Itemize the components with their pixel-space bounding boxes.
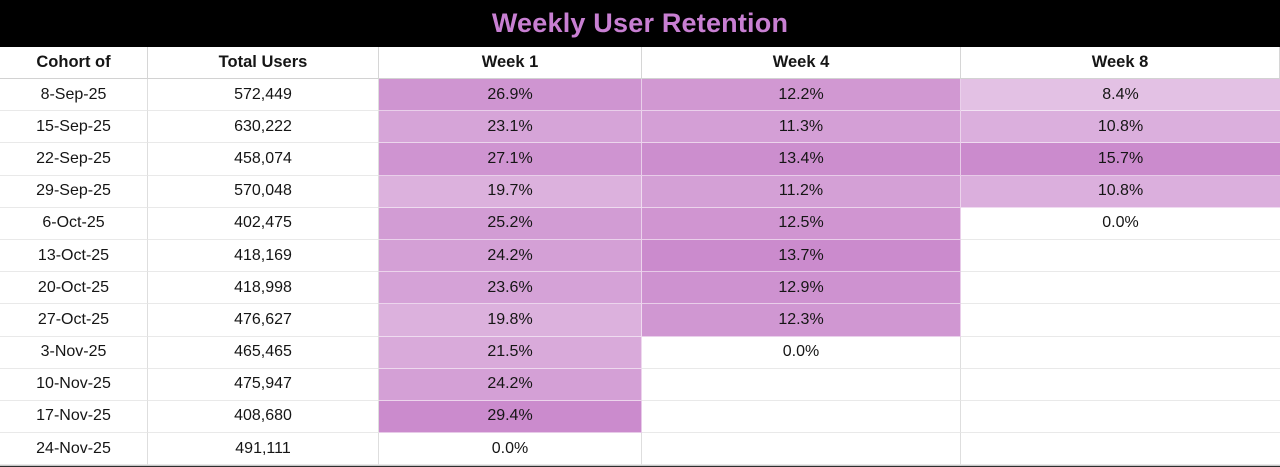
- cell-cohort-of[interactable]: 22-Sep-25: [0, 143, 148, 176]
- cell-week-1[interactable]: 0.0%: [379, 433, 642, 466]
- cell-week-4[interactable]: [642, 433, 961, 466]
- cell-week-8[interactable]: [961, 336, 1280, 369]
- cell-week-4[interactable]: 12.3%: [642, 304, 961, 337]
- cell-cohort-of[interactable]: 15-Sep-25: [0, 111, 148, 144]
- cell-week-8[interactable]: 10.8%: [961, 175, 1280, 208]
- cell-cohort-of[interactable]: 20-Oct-25: [0, 272, 148, 305]
- cell-cohort-of[interactable]: 17-Nov-25: [0, 400, 148, 434]
- column-header-week-4[interactable]: Week 4: [642, 47, 961, 79]
- table-row: 27-Oct-25 476,627 19.8% 12.3%: [0, 304, 1280, 337]
- table-row: 17-Nov-25 408,680 29.4%: [0, 400, 1280, 434]
- cell-week-1[interactable]: 23.1%: [379, 111, 642, 144]
- bottom-frame-edge: [0, 465, 1280, 467]
- cell-total-users[interactable]: 465,465: [148, 336, 379, 369]
- table-row: 22-Sep-25 458,074 27.1% 13.4% 15.7%: [0, 143, 1280, 176]
- cell-cohort-of[interactable]: 29-Sep-25: [0, 175, 148, 208]
- cell-total-users[interactable]: 476,627: [148, 304, 379, 337]
- retention-table-header: Cohort of Total Users Week 1 Week 4 Week 8: [0, 47, 1280, 79]
- cell-total-users[interactable]: 475,947: [148, 368, 379, 401]
- cell-week-1[interactable]: 25.2%: [379, 207, 642, 240]
- cell-week-4[interactable]: 11.3%: [642, 111, 961, 144]
- cell-week-8[interactable]: 8.4%: [961, 79, 1280, 112]
- cell-week-8[interactable]: [961, 304, 1280, 337]
- cell-week-4[interactable]: 12.5%: [642, 207, 961, 240]
- table-row: 13-Oct-25 418,169 24.2% 13.7%: [0, 239, 1280, 273]
- cell-total-users[interactable]: 570,048: [148, 175, 379, 208]
- table-row: 15-Sep-25 630,222 23.1% 11.3% 10.8%: [0, 111, 1280, 144]
- cell-week-8[interactable]: 10.8%: [961, 111, 1280, 144]
- cell-total-users[interactable]: 418,169: [148, 239, 379, 273]
- cell-total-users[interactable]: 630,222: [148, 111, 379, 144]
- cell-cohort-of[interactable]: 13-Oct-25: [0, 239, 148, 273]
- cell-total-users[interactable]: 572,449: [148, 79, 379, 112]
- cell-week-4[interactable]: 13.7%: [642, 239, 961, 273]
- cell-week-4[interactable]: 0.0%: [642, 336, 961, 369]
- cell-cohort-of[interactable]: 3-Nov-25: [0, 336, 148, 369]
- table-row: 3-Nov-25 465,465 21.5% 0.0%: [0, 336, 1280, 369]
- table-row: 10-Nov-25 475,947 24.2%: [0, 368, 1280, 401]
- cell-total-users[interactable]: 402,475: [148, 207, 379, 240]
- cell-cohort-of[interactable]: 24-Nov-25: [0, 433, 148, 466]
- table-row: 6-Oct-25 402,475 25.2% 12.5% 0.0%: [0, 207, 1280, 240]
- cell-week-1[interactable]: 19.7%: [379, 175, 642, 208]
- cell-week-8[interactable]: 0.0%: [961, 207, 1280, 240]
- cell-week-4[interactable]: 12.2%: [642, 79, 961, 112]
- cell-week-1[interactable]: 23.6%: [379, 272, 642, 305]
- column-header-cohort-of[interactable]: Cohort of: [0, 47, 148, 79]
- cell-week-1[interactable]: 29.4%: [379, 400, 642, 434]
- cell-total-users[interactable]: 491,111: [148, 433, 379, 466]
- cell-week-1[interactable]: 26.9%: [379, 79, 642, 112]
- cell-week-8[interactable]: [961, 368, 1280, 401]
- cell-week-8[interactable]: [961, 433, 1280, 466]
- cell-week-8[interactable]: [961, 239, 1280, 273]
- cell-week-1[interactable]: 27.1%: [379, 143, 642, 176]
- cell-total-users[interactable]: 458,074: [148, 143, 379, 176]
- cell-cohort-of[interactable]: 10-Nov-25: [0, 368, 148, 401]
- cell-week-1[interactable]: 21.5%: [379, 336, 642, 369]
- cell-week-4[interactable]: 13.4%: [642, 143, 961, 176]
- cell-week-1[interactable]: 24.2%: [379, 239, 642, 273]
- table-title-bar: Weekly User Retention: [0, 0, 1280, 47]
- retention-table: Cohort of Total Users Week 1 Week 4 Week 8 8…: [0, 47, 1280, 466]
- column-header-week-1[interactable]: Week 1: [379, 47, 642, 79]
- column-header-total-users[interactable]: Total Users: [148, 47, 379, 79]
- cell-week-1[interactable]: 24.2%: [379, 368, 642, 401]
- cell-cohort-of[interactable]: 6-Oct-25: [0, 207, 148, 240]
- retention-table-body: 8-Sep-25 572,449 26.9% 12.2% 8.4% 15-Sep-25 63…: [0, 79, 1280, 466]
- cell-cohort-of[interactable]: 8-Sep-25: [0, 79, 148, 112]
- table-row: 29-Sep-25 570,048 19.7% 11.2% 10.8%: [0, 175, 1280, 208]
- cell-week-4[interactable]: [642, 400, 961, 434]
- cell-total-users[interactable]: 418,998: [148, 272, 379, 305]
- table-row: 24-Nov-25 491,111 0.0%: [0, 433, 1280, 466]
- cell-total-users[interactable]: 408,680: [148, 400, 379, 434]
- cell-week-8[interactable]: [961, 272, 1280, 305]
- cell-week-4[interactable]: 11.2%: [642, 175, 961, 208]
- cell-week-4[interactable]: 12.9%: [642, 272, 961, 305]
- table-row: 8-Sep-25 572,449 26.9% 12.2% 8.4%: [0, 79, 1280, 112]
- table-row: 20-Oct-25 418,998 23.6% 12.9%: [0, 272, 1280, 305]
- cell-week-8[interactable]: 15.7%: [961, 143, 1280, 176]
- cell-week-4[interactable]: [642, 368, 961, 401]
- column-header-week-8[interactable]: Week 8: [961, 47, 1280, 79]
- cell-week-8[interactable]: [961, 400, 1280, 434]
- cell-cohort-of[interactable]: 27-Oct-25: [0, 304, 148, 337]
- cell-week-1[interactable]: 19.8%: [379, 304, 642, 337]
- table-title: Weekly User Retention: [491, 8, 789, 38]
